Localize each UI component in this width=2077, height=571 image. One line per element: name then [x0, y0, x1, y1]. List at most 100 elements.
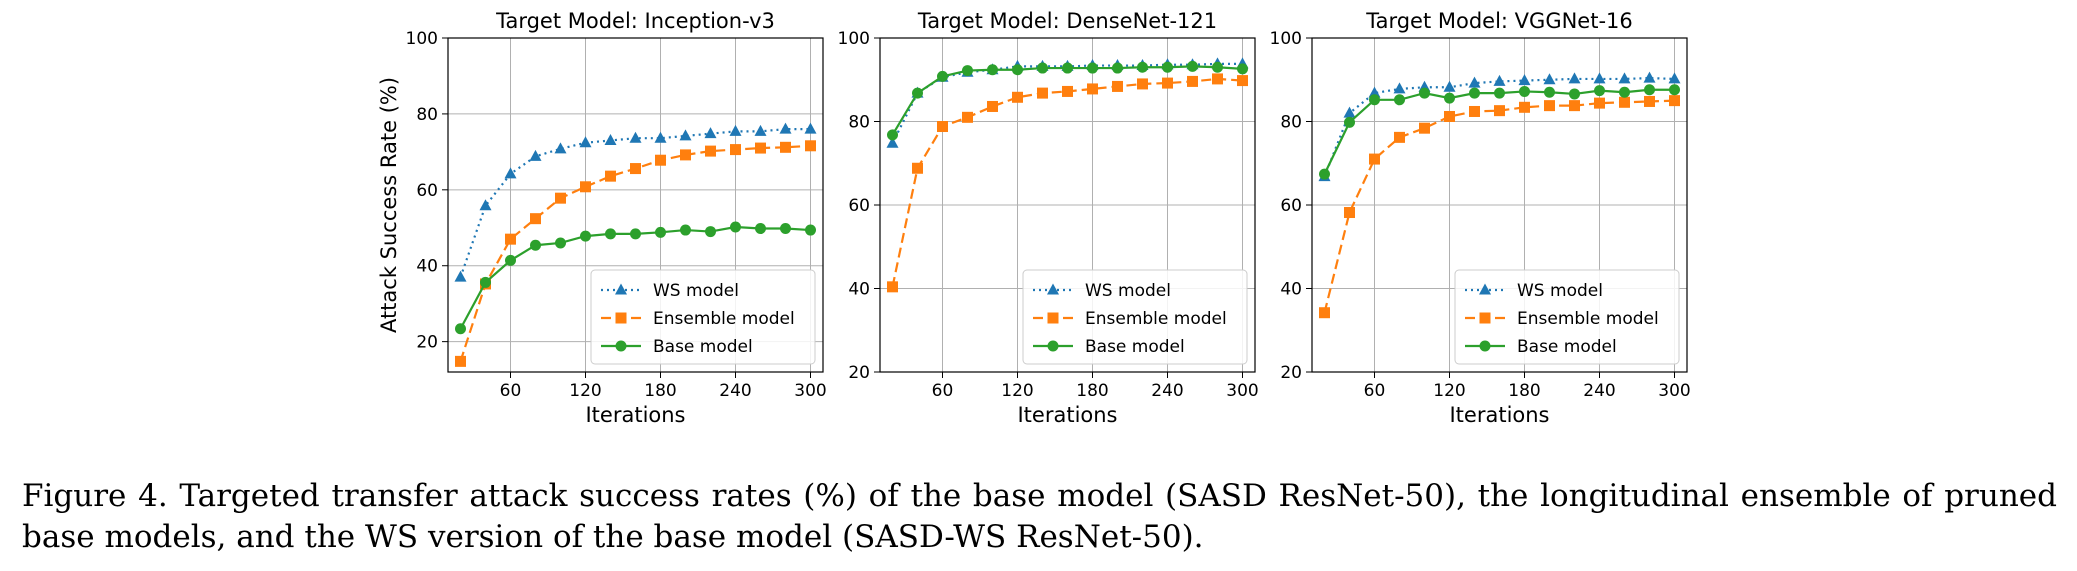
data-point — [555, 237, 566, 249]
legend-label: Base model — [1085, 337, 1185, 357]
y-tick-label: 100 — [1270, 29, 1302, 49]
data-point — [755, 142, 766, 154]
y-tick-label: 60 — [848, 196, 870, 216]
x-tick-label: 300 — [1226, 381, 1258, 401]
x-tick-label: 120 — [569, 381, 601, 401]
data-point — [605, 170, 616, 182]
x-tick-label: 60 — [500, 381, 522, 401]
data-point — [1187, 75, 1198, 87]
data-point — [1037, 87, 1048, 99]
data-point — [505, 233, 516, 245]
legend-marker — [1479, 312, 1491, 324]
data-point — [1137, 61, 1148, 73]
data-point — [579, 136, 592, 148]
y-tick-label: 100 — [406, 29, 438, 49]
y-tick-label: 80 — [416, 105, 438, 125]
y-tick-label: 20 — [416, 333, 438, 353]
data-point — [1494, 87, 1505, 99]
data-point — [604, 133, 617, 145]
series-line-2 — [891, 77, 1243, 288]
data-point — [1087, 62, 1098, 74]
chart-panel-3: 60 120 180 240 300 20 40 60 80 100 Target Model: V… — [1270, 9, 1691, 427]
legend-box — [1022, 269, 1248, 365]
data-point — [1369, 153, 1380, 165]
legend-label: WS model — [1517, 281, 1603, 301]
data-point — [1544, 100, 1555, 112]
data-point — [630, 228, 641, 240]
figure: 60 120 180 240 300 20 40 60 80 100 Target Model: I… — [377, 9, 1691, 427]
data-point — [1519, 101, 1530, 113]
legend-marker — [1479, 283, 1491, 295]
data-point — [1444, 92, 1455, 104]
data-point — [479, 199, 492, 211]
legend-box — [1454, 269, 1680, 365]
data-point — [455, 355, 466, 367]
data-point — [1569, 100, 1580, 112]
data-point — [1618, 72, 1631, 84]
data-point — [754, 124, 767, 136]
data-point — [630, 163, 641, 175]
plot-frame — [447, 37, 824, 373]
x-tick-label: 240 — [1151, 381, 1183, 401]
y-tick-label: 20 — [848, 363, 870, 383]
data-point — [680, 224, 691, 236]
data-point — [1344, 116, 1355, 128]
data-point — [705, 145, 716, 157]
data-point — [912, 162, 923, 174]
data-point — [1669, 84, 1680, 96]
data-point — [1444, 110, 1455, 122]
data-point — [987, 64, 998, 76]
data-point — [1087, 83, 1098, 95]
legend-marker — [1047, 283, 1059, 295]
data-point — [1369, 94, 1380, 106]
data-point — [1187, 60, 1198, 72]
data-point — [1344, 207, 1355, 219]
data-point — [1037, 62, 1048, 74]
data-point — [912, 87, 923, 99]
data-point — [730, 221, 741, 233]
data-point — [1012, 91, 1023, 103]
data-point — [805, 224, 816, 236]
x-axis-label: Iterations — [1449, 403, 1549, 427]
data-point — [1593, 72, 1606, 84]
y-tick-label: 40 — [848, 280, 870, 300]
y-tick-label: 80 — [848, 113, 870, 133]
legend: WS model Ensemble model Base model — [590, 269, 816, 365]
data-point — [804, 122, 817, 134]
y-tick-label: 60 — [416, 181, 438, 201]
legend-label: Ensemble model — [1517, 309, 1659, 329]
x-axis-label: Iterations — [585, 403, 685, 427]
data-point — [1493, 74, 1506, 86]
data-point — [1112, 62, 1123, 74]
data-point — [1162, 61, 1173, 73]
x-tick-label: 240 — [1583, 381, 1615, 401]
chart-panel-2: 60 120 180 240 300 20 40 60 80 100 Target Model: D… — [838, 9, 1259, 427]
data-point — [1062, 85, 1073, 97]
caption-line-1: Figure 4. Targeted transfer attack succe… — [22, 478, 2057, 555]
data-point — [1518, 74, 1531, 86]
legend-label: WS model — [1085, 281, 1171, 301]
chart-title: Target Model: Inception-v3 — [495, 9, 775, 33]
chart-title: Target Model: DenseNet-121 — [917, 9, 1217, 33]
data-point — [1543, 73, 1556, 85]
data-point — [1237, 63, 1248, 75]
y-tick-label: 20 — [1280, 363, 1302, 383]
data-point — [1619, 96, 1630, 108]
y-tick-label: 100 — [838, 29, 870, 49]
data-point — [1669, 95, 1680, 107]
data-point — [554, 142, 567, 154]
data-point — [1644, 84, 1655, 96]
data-point — [1162, 77, 1173, 89]
data-point — [1393, 82, 1406, 94]
data-point — [886, 136, 899, 148]
data-point — [1644, 95, 1655, 107]
legend-label: WS model — [653, 281, 739, 301]
data-point — [454, 270, 467, 282]
data-point — [1494, 105, 1505, 117]
legend-marker — [615, 283, 627, 295]
data-point — [937, 121, 948, 133]
data-point — [1469, 105, 1480, 117]
chart-panel-1: 60 120 180 240 300 20 40 60 80 100 Target Model: I… — [377, 9, 827, 427]
series-line-1 — [1323, 76, 1675, 178]
x-tick-label: 60 — [1364, 381, 1386, 401]
